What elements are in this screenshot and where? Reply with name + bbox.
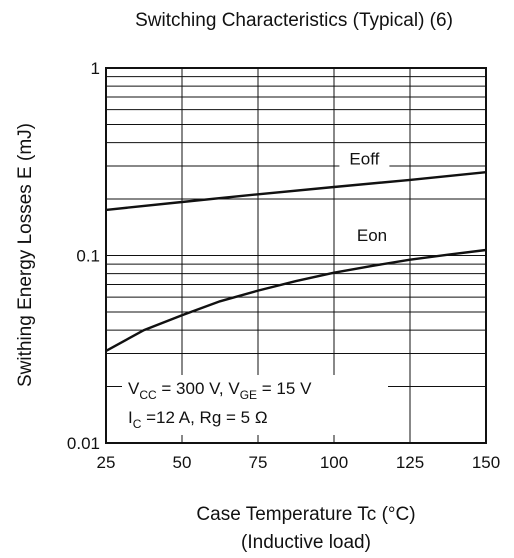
- series-label-eoff: Eoff: [349, 149, 379, 168]
- conditions-line-2: IC =12 A, Rg = 5 Ω: [128, 408, 268, 431]
- chart-title: Switching Characteristics (Typical) (6): [135, 10, 453, 31]
- conditions-background: [122, 375, 388, 435]
- x-tick-label: 150: [472, 453, 500, 472]
- conditions-line-1: VCC = 300 V, VGE = 15 V: [128, 379, 312, 402]
- x-axis-label: Case Temperature Tc (°C): [196, 504, 415, 525]
- x-tick-label: 50: [173, 453, 192, 472]
- x-tick-label: 75: [249, 453, 268, 472]
- series-line-eon: [105, 248, 487, 352]
- series-label-bg: [339, 148, 390, 169]
- series-label-eon: Eon: [357, 226, 387, 245]
- series-line-eoff: [105, 171, 487, 212]
- y-tick-label: 0.01: [67, 434, 100, 453]
- series-label-bg: [352, 224, 392, 245]
- series-layer: [105, 171, 487, 352]
- series-labels: Eoff Eon: [339, 148, 392, 245]
- x-tick-label: 25: [97, 453, 116, 472]
- conditions-annotation: VCC = 300 V, VGE = 15 V IC =12 A, Rg = 5…: [122, 375, 388, 435]
- y-axis-label: Swithing Energy Losses E (mJ): [15, 123, 36, 387]
- tick-labels: 25 50 75 100 125 150 0.01 0.1 1: [67, 59, 500, 472]
- x-axis-sublabel: (Inductive load): [241, 532, 371, 553]
- plot-frame: [105, 67, 487, 444]
- y-tick-label: 1: [91, 59, 100, 78]
- y-tick-label: 0.1: [76, 247, 100, 266]
- x-tick-label: 125: [396, 453, 424, 472]
- x-tick-label: 100: [320, 453, 348, 472]
